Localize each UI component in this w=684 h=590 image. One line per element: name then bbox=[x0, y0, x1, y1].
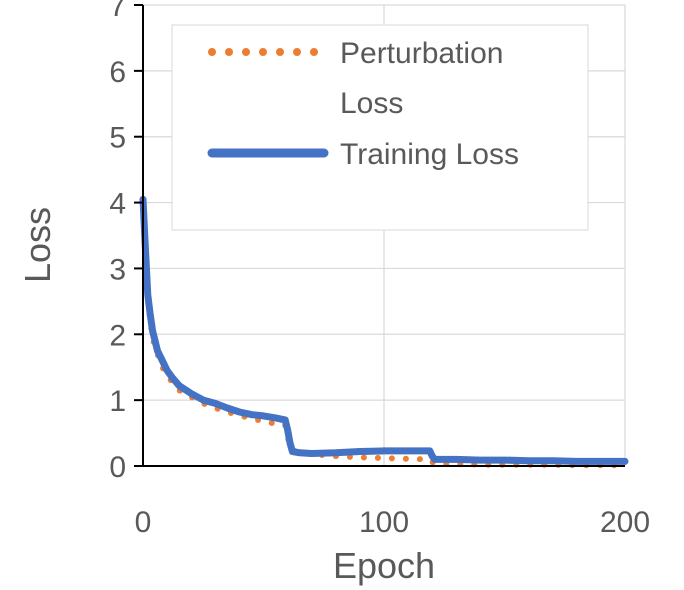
y-tick-label-7: 7 bbox=[109, 0, 126, 23]
y-axis-title: Loss bbox=[17, 207, 58, 283]
y-tick-label-3: 3 bbox=[109, 253, 126, 286]
x-tick-label-100: 100 bbox=[359, 506, 409, 539]
y-tick-label-6: 6 bbox=[109, 56, 126, 89]
x-tick-label-0: 0 bbox=[135, 506, 152, 539]
series-line-training-loss bbox=[139, 195, 629, 465]
y-tick-label-4: 4 bbox=[109, 188, 126, 221]
legend-box bbox=[171, 24, 589, 231]
legend: Perturbation Loss Training Loss bbox=[171, 24, 589, 231]
y-tick-label-2: 2 bbox=[109, 319, 126, 352]
x-tick-labels: 0 100 200 bbox=[135, 506, 650, 539]
x-axis-title: Epoch bbox=[333, 545, 435, 586]
legend-label-perturbation-line1: Perturbation bbox=[340, 37, 503, 70]
y-tick-labels: 0 1 2 3 4 5 6 7 bbox=[109, 0, 126, 484]
y-tick-label-0: 0 bbox=[109, 451, 126, 484]
series-lines bbox=[139, 195, 629, 469]
legend-label-perturbation-line2: Loss bbox=[340, 87, 403, 120]
y-tick-label-1: 1 bbox=[109, 385, 126, 418]
x-tick-label-200: 200 bbox=[600, 506, 650, 539]
axes bbox=[134, 4, 625, 467]
y-tick-label-5: 5 bbox=[109, 122, 126, 155]
legend-label-training: Training Loss bbox=[340, 138, 519, 171]
